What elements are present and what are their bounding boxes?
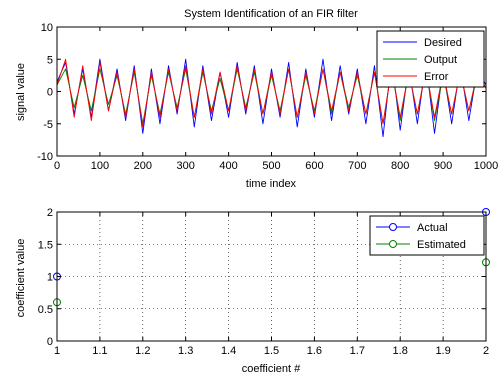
x-tick-label: 2 [483,345,489,357]
x-tick-label: 1.3 [178,345,193,357]
x-tick-label: 1.7 [350,345,365,357]
y-tick-label: 10 [41,22,53,34]
x-tick-label: 400 [219,160,237,172]
x-tick-label: 1.4 [221,345,236,357]
x-tick-label: 500 [262,160,280,172]
y-tick-label: -5 [43,119,53,131]
x-tick-label: 1.2 [135,345,150,357]
legend-label-desired: Desired [424,37,462,49]
legend-label-actual: Actual [417,222,448,234]
x-tick-label: 200 [134,160,152,172]
signal-axes: System Identification of an FIR filter 0… [15,8,498,190]
legend-label-output: Output [424,54,457,66]
legend-label-error: Error [424,71,449,83]
signal-axis-ticks: 0 100 200 300 400 500 600 700 800 900 1000 -10 -5 0 5 1… [37,22,498,172]
coefficient-axes: 1 1.1 1.2 1.3 1.4 1.5 1.6 1.7 1.8 1.9 2 0 0.5 1 1.5 2 c… [15,207,490,375]
x-axis-label: time index [246,178,297,190]
y-tick-label: -10 [37,151,53,163]
x-tick-label: 100 [91,160,109,172]
legend-box [369,215,485,256]
legend-marker-actual [389,223,397,231]
y-tick-label: 5 [47,54,53,66]
chart-title: System Identification of an FIR filter [184,8,358,20]
x-tick-label: 1.5 [264,345,279,357]
x-tick-label: 1.9 [435,345,450,357]
x-tick-label: 1.8 [393,345,408,357]
x-tick-label: 1 [54,345,60,357]
y-tick-label: 2 [47,207,53,219]
x-tick-label: 300 [177,160,195,172]
x-tick-label: 0 [54,160,60,172]
signal-legend: Desired Output Error [376,30,485,88]
series-line-error [56,58,487,128]
coefficient-legend: Actual Estimated [369,215,485,256]
legend-marker-estimated [389,240,397,248]
legend-label-estimated: Estimated [417,239,466,251]
y-tick-label: 1.5 [38,239,53,251]
x-tick-label: 800 [391,160,409,172]
x-tick-label: 900 [434,160,452,172]
y-axis-label: signal value [15,63,27,121]
x-axis-label: coefficient # [242,363,301,375]
y-axis-label: coefficient value [15,239,27,318]
y-tick-label: 0 [47,336,53,348]
y-tick-label: 1 [47,272,53,284]
coefficient-axis-ticks: 1 1.1 1.2 1.3 1.4 1.5 1.6 1.7 1.8 1.9 2 0 0.5 1 1.5 2 [38,207,489,357]
x-tick-label: 700 [348,160,366,172]
x-tick-label: 1.1 [92,345,107,357]
y-tick-label: 0.5 [38,304,53,316]
x-tick-label: 600 [305,160,323,172]
x-tick-label: 1.6 [307,345,322,357]
x-tick-label: 1000 [474,160,498,172]
y-tick-label: 0 [47,87,53,99]
